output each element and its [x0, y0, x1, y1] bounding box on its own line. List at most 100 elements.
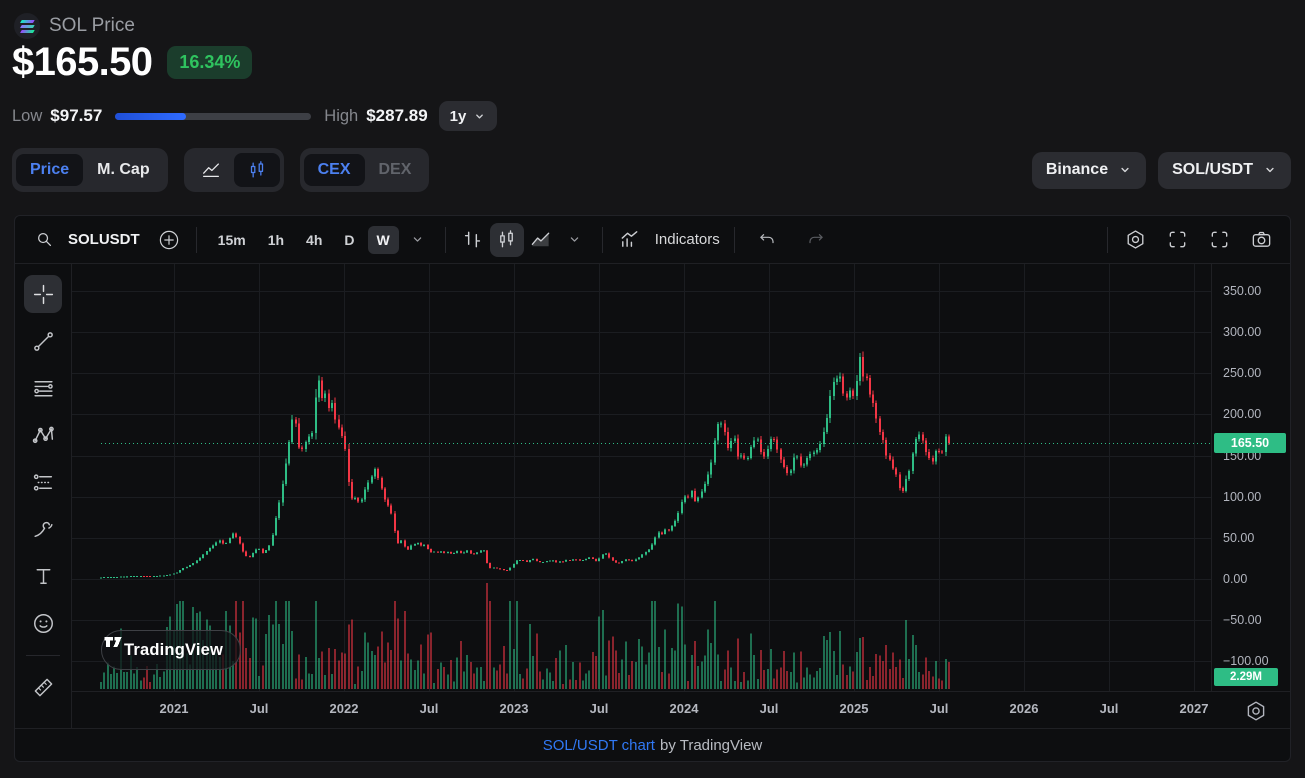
candle-body	[275, 518, 277, 536]
volume-bar	[133, 673, 135, 689]
style-area-button[interactable]	[524, 223, 558, 257]
candle-body	[905, 479, 907, 492]
candles-style-button[interactable]	[233, 153, 280, 187]
volume-bar	[331, 673, 333, 689]
projection-tool[interactable]	[24, 463, 62, 501]
crosshair-tool[interactable]	[24, 275, 62, 313]
axis-settings-icon[interactable]	[1244, 699, 1268, 723]
volume-bar	[724, 669, 726, 689]
volume-bar	[249, 657, 251, 689]
volume-bar	[823, 635, 825, 689]
candle-body	[456, 551, 458, 554]
compare-add-button[interactable]	[152, 223, 186, 257]
chart-attribution-link[interactable]: SOL/USDT chart	[542, 737, 655, 754]
trend-line-tool[interactable]	[24, 322, 62, 360]
ruler-tool[interactable]	[24, 668, 62, 706]
volume-bar	[522, 678, 524, 689]
volume-bar	[410, 659, 412, 689]
timeframe-1h[interactable]: 1h	[267, 231, 285, 248]
time-axis[interactable]: 2021 Jul 2022 Jul 2023 Jul 2024 Jul 2025 Jul 2026 J…	[72, 691, 1290, 729]
volume-bar	[912, 635, 914, 689]
expand-button[interactable]	[1202, 223, 1236, 257]
volume-bar	[255, 618, 257, 689]
tab-cex[interactable]: CEX	[303, 154, 365, 186]
undo-button[interactable]	[751, 223, 785, 257]
candle-body	[235, 533, 237, 537]
candle-body	[377, 469, 379, 479]
tab-price[interactable]: Price	[16, 154, 84, 186]
candle-body	[724, 423, 726, 433]
candle-body	[268, 545, 270, 551]
pair-dropdown[interactable]: SOL/USDT	[1158, 151, 1291, 189]
candle-body	[291, 419, 293, 443]
candle-body	[710, 462, 712, 475]
indicators-button[interactable]	[613, 223, 647, 257]
volume-bar	[598, 616, 600, 689]
brush-tool[interactable]	[24, 510, 62, 548]
timeframe-w[interactable]: W	[367, 225, 399, 254]
undo-icon	[757, 229, 778, 250]
fullscreen-button[interactable]	[1160, 223, 1194, 257]
timeframe-d[interactable]: D	[344, 231, 355, 248]
candle-body	[743, 455, 745, 459]
volume-bar	[536, 633, 538, 689]
price-axis[interactable]: 165.50 2.29M 350.00 300.00 250.00 200.00 150…	[1211, 264, 1290, 691]
volume-bar	[899, 659, 901, 689]
candle-body	[760, 439, 762, 452]
volume-bar	[489, 601, 491, 689]
candle-body	[836, 378, 838, 382]
tradingview-watermark[interactable]: TradingView	[101, 630, 242, 670]
fib-retracement-tool[interactable]	[24, 369, 62, 407]
volume-bar	[361, 671, 363, 689]
volume-bar	[126, 671, 128, 689]
candle-body	[529, 560, 531, 562]
volume-bar	[136, 667, 138, 689]
candle-body	[328, 393, 330, 409]
style-menu-button[interactable]	[558, 223, 592, 257]
candle-body	[866, 376, 868, 378]
candle-body	[186, 566, 188, 569]
candle-body	[222, 540, 224, 544]
timeframe-4h[interactable]: 4h	[306, 231, 323, 248]
chart-settings-button[interactable]	[1118, 223, 1152, 257]
candle-body	[156, 575, 158, 577]
candle-body	[638, 557, 640, 560]
tab-dex[interactable]: DEX	[378, 161, 412, 178]
exchange-dropdown[interactable]: Binance	[1031, 151, 1147, 189]
volume-bar	[321, 651, 323, 689]
timeframe-15m[interactable]: 15m	[217, 231, 246, 248]
volume-bar	[618, 672, 620, 689]
y-axis-tick: 0.00	[1223, 572, 1248, 586]
candle-body	[258, 549, 260, 551]
tab-mcap[interactable]: M. Cap	[97, 161, 150, 178]
line-style-button[interactable]	[188, 153, 234, 187]
chart-plot[interactable]: TradingView	[72, 264, 1211, 691]
symbol-search-button[interactable]	[27, 223, 61, 257]
volume-bar	[506, 673, 508, 689]
range-selector-dropdown[interactable]: 1y	[438, 101, 498, 131]
timeframe-menu-button[interactable]	[401, 223, 435, 257]
candle-body	[552, 560, 554, 562]
snapshot-button[interactable]	[1244, 223, 1278, 257]
symbol-label[interactable]: SOLUSDT	[68, 231, 140, 248]
style-bars-button[interactable]	[456, 223, 490, 257]
emoji-tool[interactable]	[24, 604, 62, 642]
candle-body	[225, 542, 227, 544]
candle-body	[397, 530, 399, 544]
candle-body	[720, 423, 722, 425]
volume-bar	[232, 660, 234, 689]
candle-body	[786, 466, 788, 474]
change-badge: 16.34%	[167, 46, 253, 79]
style-candles-button[interactable]	[489, 222, 524, 257]
candles-style-icon	[495, 228, 518, 251]
redo-button[interactable]	[799, 223, 833, 257]
candle-body	[846, 393, 848, 398]
indicators-label[interactable]: Indicators	[654, 231, 720, 248]
text-tool[interactable]	[24, 557, 62, 595]
candle-body	[394, 513, 396, 531]
candle-body	[539, 561, 541, 563]
candle-body	[565, 560, 567, 562]
pattern-tool[interactable]	[24, 416, 62, 454]
candle-body	[159, 575, 161, 577]
candle-body	[618, 562, 620, 564]
